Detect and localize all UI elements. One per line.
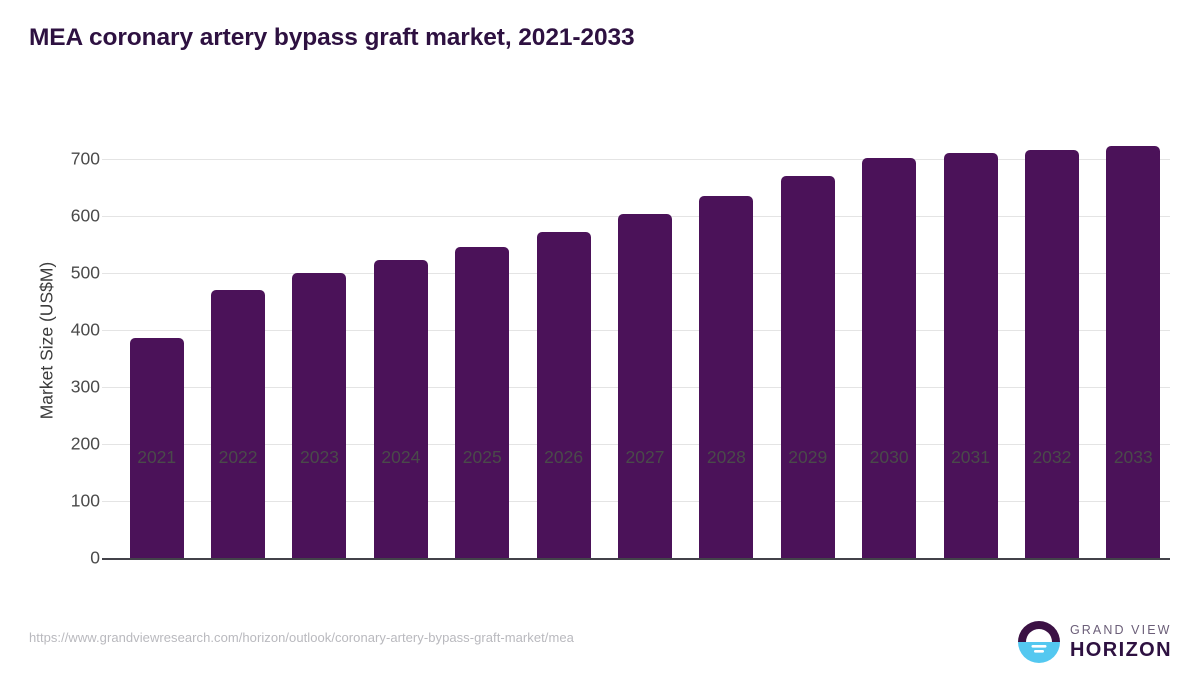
horizon-logo-icon xyxy=(1017,621,1060,663)
y-tick-label: 500 xyxy=(70,262,100,283)
gridline xyxy=(112,159,1170,161)
x-tick-label: 2024 xyxy=(381,447,421,467)
y-tick-label: 100 xyxy=(70,490,100,511)
bar[interactable] xyxy=(373,260,428,558)
bar[interactable] xyxy=(1106,145,1161,558)
x-tick-label: 2030 xyxy=(869,447,909,467)
x-tick-label: 2023 xyxy=(299,447,339,467)
bar[interactable] xyxy=(618,214,672,558)
y-tick-mark xyxy=(102,159,112,161)
logo-bottom-text: HORIZON xyxy=(1069,639,1172,662)
x-axis-line xyxy=(102,558,1170,560)
x-tick-label: 2028 xyxy=(706,447,746,467)
x-tick-label: 2022 xyxy=(218,447,258,467)
bar[interactable] xyxy=(862,158,917,558)
y-tick-label: 700 xyxy=(70,148,100,169)
y-tick-mark xyxy=(102,501,112,503)
grand-view-horizon-logo[interactable]: GRAND VIEW HORIZON xyxy=(1017,618,1172,666)
bar[interactable] xyxy=(536,231,591,558)
x-tick-label: 2027 xyxy=(625,447,665,467)
x-tick-label: 2031 xyxy=(951,447,990,467)
bar[interactable] xyxy=(211,289,266,558)
y-tick-mark xyxy=(102,216,112,218)
bar[interactable] xyxy=(943,152,998,558)
y-tick-mark xyxy=(102,444,112,446)
bar[interactable] xyxy=(1024,149,1079,558)
y-tick-mark xyxy=(102,387,112,389)
bar[interactable] xyxy=(129,338,184,558)
source-url[interactable]: https://www.grandviewresearch.com/horizo… xyxy=(29,630,574,645)
y-tick-label: 200 xyxy=(70,433,100,454)
y-tick-label: 0 xyxy=(90,547,100,568)
y-tick-label: 400 xyxy=(70,319,100,340)
x-tick-label: 2025 xyxy=(462,447,502,467)
plot-area xyxy=(102,125,1170,560)
y-tick-mark xyxy=(102,558,112,559)
bar[interactable] xyxy=(455,246,510,558)
bar-series xyxy=(112,125,1170,558)
bar[interactable] xyxy=(780,176,835,558)
x-tick-label: 2033 xyxy=(1113,447,1153,467)
y-tick-label: 300 xyxy=(70,376,100,397)
x-tick-label: 2026 xyxy=(544,447,584,467)
page-title: MEA coronary artery bypass graft market,… xyxy=(29,24,635,51)
y-tick-mark xyxy=(102,330,112,332)
bar[interactable] xyxy=(699,195,754,558)
logo-wordmark: GRAND VIEW HORIZON xyxy=(1070,624,1172,661)
x-tick-label: 2032 xyxy=(1032,447,1072,467)
y-tick-mark xyxy=(102,273,112,275)
x-tick-label: 2029 xyxy=(788,447,828,467)
x-tick-label: 2021 xyxy=(137,447,177,467)
y-tick-label: 600 xyxy=(70,205,100,226)
logo-top-text: GRAND VIEW xyxy=(1069,622,1172,637)
bar[interactable] xyxy=(292,273,347,558)
